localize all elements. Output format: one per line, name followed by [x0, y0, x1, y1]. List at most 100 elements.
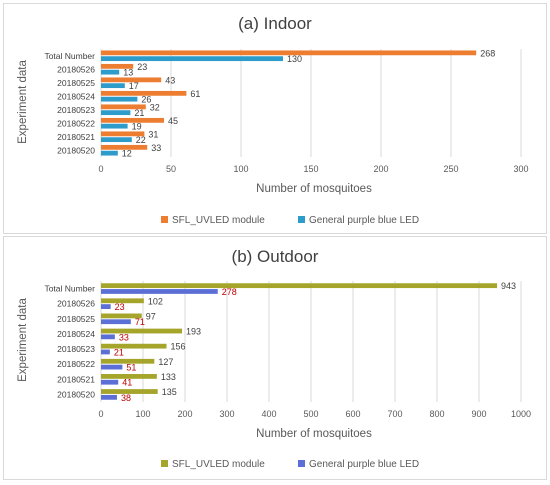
x-tick-label: 100 — [233, 164, 248, 174]
data-label: 23 — [137, 62, 147, 72]
bar-series-1 — [101, 298, 144, 304]
y-tick-label: 20180521 — [57, 374, 95, 384]
y-tick-label: 20180524 — [57, 329, 95, 339]
data-label: 21 — [134, 108, 144, 118]
y-tick-label: 20180523 — [57, 344, 95, 354]
data-label: 19 — [132, 122, 142, 132]
chart-title: (a) Indoor — [238, 14, 312, 33]
data-label: 127 — [158, 357, 173, 367]
bar-series-2 — [101, 150, 118, 156]
y-tick-label: 20180521 — [57, 132, 95, 142]
data-label: 97 — [146, 311, 156, 321]
data-label: 12 — [122, 149, 132, 159]
y-axis-title: Experiment data — [17, 60, 29, 144]
x-tick-label: 0 — [98, 409, 103, 419]
x-axis-title: Number of mosquitoes — [256, 183, 372, 195]
y-tick-label: 20180523 — [57, 105, 95, 115]
bar-series-1 — [101, 63, 134, 69]
bar-series-2 — [101, 96, 138, 102]
data-label: 23 — [115, 302, 125, 312]
data-label: 102 — [148, 296, 163, 306]
legend-label-series-1: SFL_UVLED module — [172, 459, 265, 470]
chart-outdoor: (b) Outdoor Experiment data Number of mo… — [17, 247, 531, 470]
data-label: 31 — [148, 129, 158, 139]
y-tick-label: 20180526 — [57, 299, 95, 309]
data-label: 193 — [186, 327, 201, 337]
bar-series-2 — [101, 83, 125, 89]
x-tick-label: 900 — [471, 409, 486, 419]
y-tick-label: 20180526 — [57, 64, 95, 74]
bar-series-2 — [101, 379, 119, 385]
bar-series-2 — [101, 319, 131, 325]
data-label: 45 — [168, 116, 178, 126]
x-tick-label: 600 — [345, 409, 360, 419]
y-axis-title: Experiment data — [17, 298, 29, 382]
bar-series-1 — [101, 117, 164, 123]
y-tick-label: 20180520 — [57, 145, 95, 155]
legend: SFL_UVLED module General purple blue LED — [161, 459, 419, 470]
data-label: 51 — [126, 363, 136, 373]
data-label: 22 — [136, 135, 146, 145]
x-tick-label: 50 — [166, 164, 176, 174]
bar-series-2 — [101, 364, 123, 370]
bar-series-1 — [101, 104, 146, 110]
chart-title: (b) Outdoor — [232, 247, 319, 266]
bar-series-2 — [101, 349, 110, 355]
legend-label-series-2: General purple blue LED — [309, 459, 419, 470]
data-label: 130 — [287, 54, 302, 64]
legend: SFL_UVLED module General purple blue LED — [161, 215, 419, 226]
bar-series-1 — [101, 313, 142, 319]
legend-swatch-series-2 — [298, 460, 305, 467]
bar-series-1 — [101, 77, 162, 83]
x-tick-label: 0 — [98, 164, 103, 174]
y-tick-label: 20180520 — [57, 389, 95, 399]
x-tick-label: 700 — [387, 409, 402, 419]
data-label: 278 — [222, 287, 237, 297]
data-label: 38 — [121, 393, 131, 403]
data-label: 21 — [114, 347, 124, 357]
data-label: 133 — [161, 372, 176, 382]
bar-series-2 — [101, 137, 132, 143]
x-tick-label: 800 — [429, 409, 444, 419]
y-tick-label: Total Number — [44, 51, 95, 61]
x-tick-label: 300 — [219, 409, 234, 419]
y-tick-label: Total Number — [44, 284, 95, 294]
bar-series-2 — [101, 394, 117, 400]
y-tick-label: 20180525 — [57, 78, 95, 88]
legend-swatch-series-2 — [298, 216, 305, 223]
x-tick-label: 100 — [135, 409, 150, 419]
data-label: 26 — [141, 95, 151, 105]
x-tick-label: 1000 — [511, 409, 531, 419]
x-tick-label: 200 — [373, 164, 388, 174]
data-label: 41 — [122, 378, 132, 388]
data-label: 61 — [190, 89, 200, 99]
x-axis-title: Number of mosquitoes — [256, 428, 372, 440]
chart-panel-outdoor: (b) Outdoor Experiment data Number of mo… — [3, 236, 547, 480]
bar-series-2 — [101, 289, 218, 294]
data-label: 268 — [480, 48, 495, 58]
y-tick-label: 20180525 — [57, 314, 95, 324]
bar-series-2 — [101, 110, 131, 116]
data-label: 135 — [162, 387, 177, 397]
x-tick-label: 200 — [177, 409, 192, 419]
x-tick-label: 300 — [513, 164, 528, 174]
data-label: 32 — [150, 102, 160, 112]
data-label: 156 — [171, 342, 186, 352]
bar-series-2 — [101, 56, 283, 62]
legend-swatch-series-1 — [161, 216, 168, 223]
bar-series-1 — [101, 389, 158, 394]
bar-series-1 — [101, 343, 167, 349]
chart-indoor: (a) Indoor Experiment data Number of mos… — [17, 14, 529, 226]
bar-series-1 — [101, 131, 145, 137]
x-tick-label: 500 — [303, 409, 318, 419]
bar-series-1 — [101, 90, 187, 96]
legend-label-series-2: General purple blue LED — [309, 215, 419, 226]
bar-series-2 — [101, 334, 115, 340]
bar-series-1 — [101, 374, 157, 379]
y-tick-label: 20180524 — [57, 91, 95, 101]
x-tick-label: 150 — [303, 164, 318, 174]
data-label: 33 — [119, 332, 129, 342]
bar-series-2 — [101, 304, 111, 309]
data-label: 43 — [165, 75, 175, 85]
chart-panel-indoor: (a) Indoor Experiment data Number of mos… — [3, 3, 547, 234]
